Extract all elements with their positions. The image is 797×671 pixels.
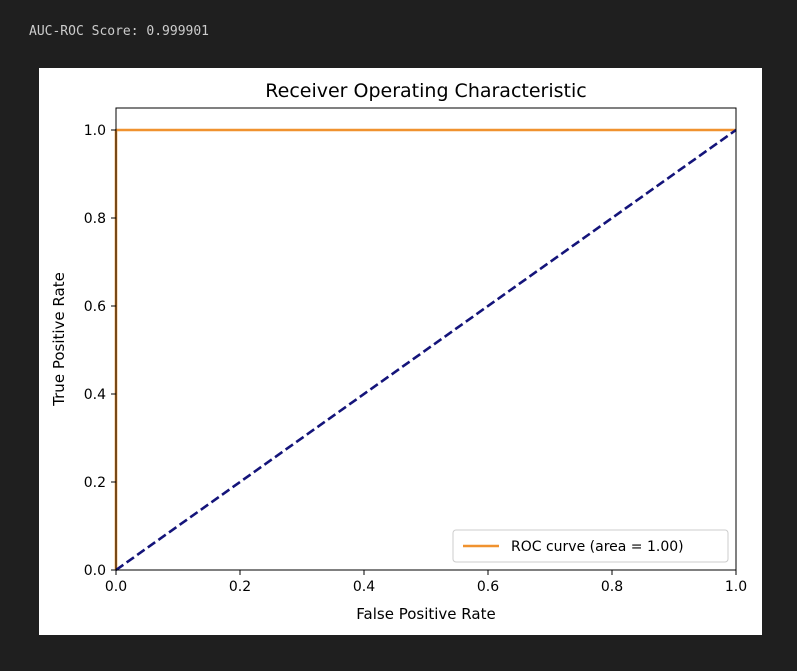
y-tick-label: 0.0 <box>84 563 106 579</box>
legend-label: ROC curve (area = 1.00) <box>511 539 684 555</box>
x-tick-label: 1.0 <box>725 579 747 595</box>
y-tick-label: 0.4 <box>84 387 106 403</box>
x-tick-label: 0.8 <box>601 579 623 595</box>
y-tick-label: 0.2 <box>84 475 106 491</box>
x-tick-label: 0.2 <box>229 579 251 595</box>
x-tick-label: 0.0 <box>105 579 127 595</box>
roc-chart: Receiver Operating Characteristic 0.0 0.2… <box>50 80 747 623</box>
legend-box <box>452 529 729 563</box>
auc-score-output: AUC-ROC Score: 0.999901 <box>29 24 210 39</box>
y-axis-label: True Positive Rate <box>50 272 68 407</box>
roc-figure: Receiver Operating Characteristic 0.0 0.2… <box>39 68 762 635</box>
x-tick-label: 0.4 <box>353 579 375 595</box>
plot-frame <box>115 107 737 571</box>
chart-title: Receiver Operating Characteristic <box>265 80 586 102</box>
x-axis-label: False Positive Rate <box>356 605 495 623</box>
y-tick-label: 0.6 <box>84 299 106 315</box>
y-tick-label: 0.8 <box>84 211 106 227</box>
chance-diagonal-line <box>115 128 737 572</box>
chart-legend: ROC curve (area = 1.00) <box>452 529 729 563</box>
y-tick-label: 1.0 <box>84 123 106 139</box>
x-tick-label: 0.6 <box>477 579 499 595</box>
